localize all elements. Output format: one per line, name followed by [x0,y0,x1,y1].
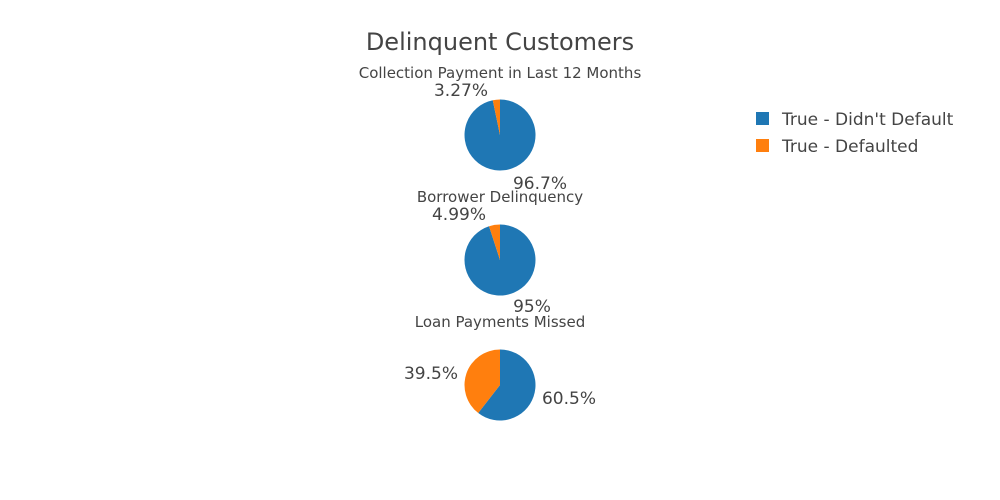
pie-slice-defaulted[interactable] [464,349,500,414]
pie-slice-defaulted[interactable] [492,99,500,136]
pie-label-didnt-default: 95% [513,297,551,317]
pie-loan-payments-missed: Loan Payments Missed 60.5% 39.5% [404,313,596,421]
pie-label-didnt-default: 96.7% [513,174,567,194]
pie-label-didnt-default: 60.5% [542,389,596,409]
pie-title: Collection Payment in Last 12 Months [359,64,642,82]
legend-label: True - Defaulted [781,137,918,157]
pie-title: Borrower Delinquency [417,188,583,206]
pie-title: Loan Payments Missed [415,313,585,331]
pie-label-defaulted: 39.5% [404,364,458,384]
pie-slice-didnt-default[interactable] [464,224,536,296]
pie-slice-didnt-default[interactable] [464,99,536,171]
legend-swatch [756,139,769,152]
pie-slice-didnt-default[interactable] [478,349,536,421]
legend: True - Didn't Default True - Defaulted [756,110,954,157]
pie-collection-payment: Collection Payment in Last 12 Months 96.… [359,64,642,194]
chart-title: Delinquent Customers [366,28,634,56]
legend-label: True - Didn't Default [781,110,954,130]
pie-label-defaulted: 3.27% [434,81,488,101]
pie-slice-defaulted[interactable] [489,224,500,261]
legend-item-didnt-default[interactable]: True - Didn't Default [756,110,954,130]
pie-label-defaulted: 4.99% [432,205,486,225]
legend-item-defaulted[interactable]: True - Defaulted [756,137,918,157]
pie-borrower-delinquency: Borrower Delinquency 95% 4.99% [417,188,583,317]
legend-swatch [756,112,769,125]
